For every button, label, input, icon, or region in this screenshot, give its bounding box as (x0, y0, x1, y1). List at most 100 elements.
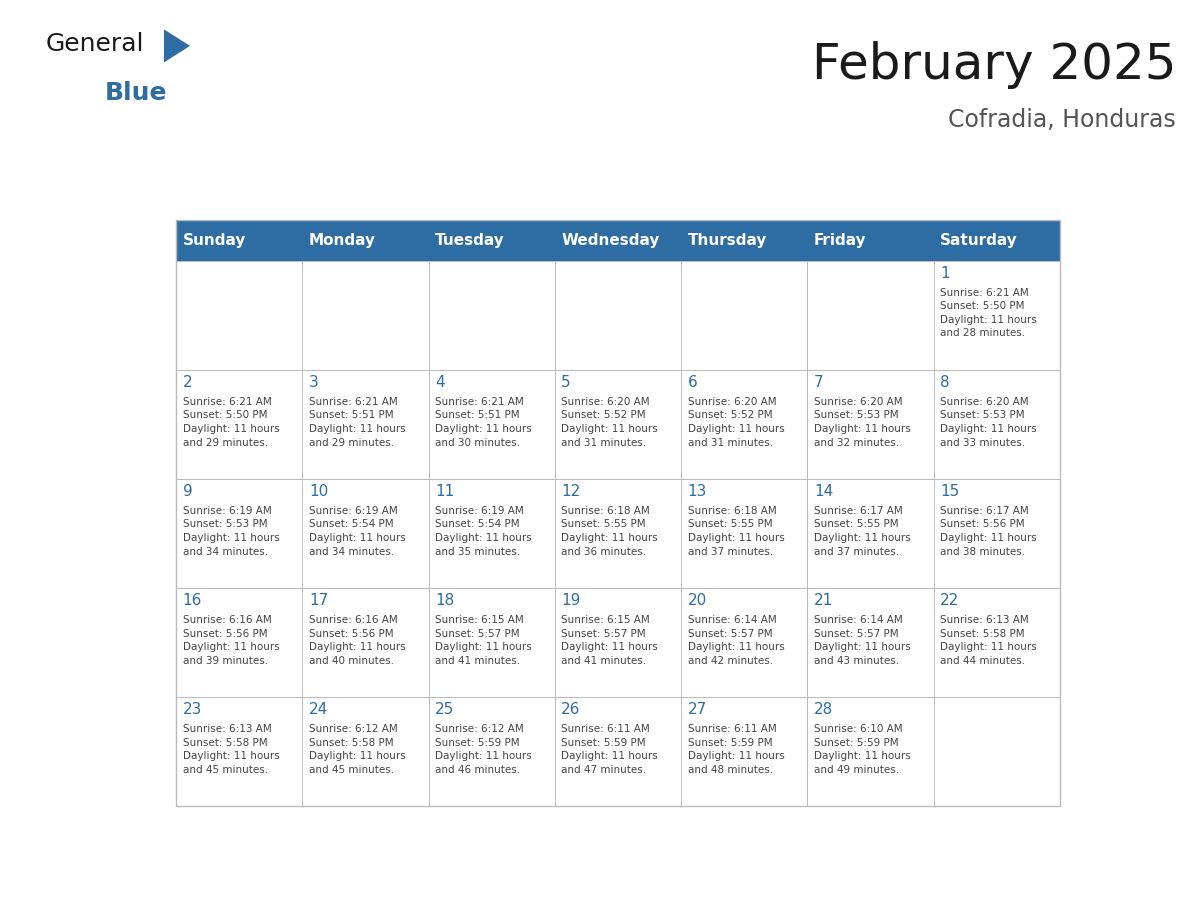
Text: Sunrise: 6:14 AM
Sunset: 5:57 PM
Daylight: 11 hours
and 42 minutes.: Sunrise: 6:14 AM Sunset: 5:57 PM Dayligh… (688, 615, 784, 666)
Text: 15: 15 (940, 484, 960, 499)
Bar (176, 370, 303, 479)
Text: Sunrise: 6:13 AM
Sunset: 5:58 PM
Daylight: 11 hours
and 44 minutes.: Sunrise: 6:13 AM Sunset: 5:58 PM Dayligh… (940, 615, 1037, 666)
Bar (429, 698, 555, 806)
Text: Friday: Friday (814, 233, 866, 248)
Text: 4: 4 (435, 375, 444, 390)
Text: 12: 12 (562, 484, 581, 499)
Text: Sunrise: 6:16 AM
Sunset: 5:56 PM
Daylight: 11 hours
and 40 minutes.: Sunrise: 6:16 AM Sunset: 5:56 PM Dayligh… (309, 615, 405, 666)
Text: Sunrise: 6:19 AM
Sunset: 5:53 PM
Daylight: 11 hours
and 34 minutes.: Sunrise: 6:19 AM Sunset: 5:53 PM Dayligh… (183, 506, 279, 556)
Bar (681, 698, 808, 806)
Text: Wednesday: Wednesday (562, 233, 659, 248)
Bar (808, 370, 934, 479)
Bar (176, 261, 303, 370)
Text: 17: 17 (309, 593, 328, 608)
Bar (303, 698, 429, 806)
Bar (429, 588, 555, 698)
Text: 16: 16 (183, 593, 202, 608)
Text: Sunrise: 6:21 AM
Sunset: 5:50 PM
Daylight: 11 hours
and 28 minutes.: Sunrise: 6:21 AM Sunset: 5:50 PM Dayligh… (940, 287, 1037, 339)
Bar (681, 370, 808, 479)
Text: Sunrise: 6:12 AM
Sunset: 5:58 PM
Daylight: 11 hours
and 45 minutes.: Sunrise: 6:12 AM Sunset: 5:58 PM Dayligh… (309, 724, 405, 775)
Bar (555, 261, 681, 370)
Text: 24: 24 (309, 702, 328, 717)
Text: Sunrise: 6:16 AM
Sunset: 5:56 PM
Daylight: 11 hours
and 39 minutes.: Sunrise: 6:16 AM Sunset: 5:56 PM Dayligh… (183, 615, 279, 666)
Bar (934, 479, 1060, 588)
Text: Sunrise: 6:21 AM
Sunset: 5:51 PM
Daylight: 11 hours
and 29 minutes.: Sunrise: 6:21 AM Sunset: 5:51 PM Dayligh… (309, 397, 405, 447)
Text: Thursday: Thursday (688, 233, 767, 248)
Bar (176, 219, 1060, 261)
Bar (934, 588, 1060, 698)
Text: Sunrise: 6:15 AM
Sunset: 5:57 PM
Daylight: 11 hours
and 41 minutes.: Sunrise: 6:15 AM Sunset: 5:57 PM Dayligh… (562, 615, 658, 666)
Bar (303, 588, 429, 698)
Text: Sunrise: 6:18 AM
Sunset: 5:55 PM
Daylight: 11 hours
and 36 minutes.: Sunrise: 6:18 AM Sunset: 5:55 PM Dayligh… (562, 506, 658, 556)
Text: 26: 26 (562, 702, 581, 717)
Text: 25: 25 (435, 702, 454, 717)
Bar (555, 370, 681, 479)
Text: 27: 27 (688, 702, 707, 717)
Text: 28: 28 (814, 702, 833, 717)
Text: 5: 5 (562, 375, 571, 390)
Text: Tuesday: Tuesday (435, 233, 505, 248)
Text: Sunrise: 6:17 AM
Sunset: 5:56 PM
Daylight: 11 hours
and 38 minutes.: Sunrise: 6:17 AM Sunset: 5:56 PM Dayligh… (940, 506, 1037, 556)
Text: Sunrise: 6:14 AM
Sunset: 5:57 PM
Daylight: 11 hours
and 43 minutes.: Sunrise: 6:14 AM Sunset: 5:57 PM Dayligh… (814, 615, 911, 666)
Text: Sunrise: 6:19 AM
Sunset: 5:54 PM
Daylight: 11 hours
and 34 minutes.: Sunrise: 6:19 AM Sunset: 5:54 PM Dayligh… (309, 506, 405, 556)
Text: Saturday: Saturday (940, 233, 1018, 248)
Bar (681, 479, 808, 588)
Bar (808, 588, 934, 698)
Bar (934, 370, 1060, 479)
Bar (176, 479, 303, 588)
Bar (555, 479, 681, 588)
Text: Sunrise: 6:11 AM
Sunset: 5:59 PM
Daylight: 11 hours
and 48 minutes.: Sunrise: 6:11 AM Sunset: 5:59 PM Dayligh… (688, 724, 784, 775)
Bar (429, 479, 555, 588)
Text: Monday: Monday (309, 233, 375, 248)
Text: 23: 23 (183, 702, 202, 717)
Text: 13: 13 (688, 484, 707, 499)
Text: Sunrise: 6:13 AM
Sunset: 5:58 PM
Daylight: 11 hours
and 45 minutes.: Sunrise: 6:13 AM Sunset: 5:58 PM Dayligh… (183, 724, 279, 775)
Bar (808, 698, 934, 806)
Bar (303, 370, 429, 479)
Text: Sunrise: 6:17 AM
Sunset: 5:55 PM
Daylight: 11 hours
and 37 minutes.: Sunrise: 6:17 AM Sunset: 5:55 PM Dayligh… (814, 506, 911, 556)
Bar (681, 261, 808, 370)
Text: 3: 3 (309, 375, 318, 390)
Text: 2: 2 (183, 375, 192, 390)
Text: 11: 11 (435, 484, 454, 499)
Bar (429, 370, 555, 479)
Text: General: General (45, 32, 144, 56)
Bar (934, 698, 1060, 806)
Bar (176, 698, 303, 806)
Text: Sunrise: 6:21 AM
Sunset: 5:51 PM
Daylight: 11 hours
and 30 minutes.: Sunrise: 6:21 AM Sunset: 5:51 PM Dayligh… (435, 397, 532, 447)
Text: 8: 8 (940, 375, 949, 390)
Text: 20: 20 (688, 593, 707, 608)
Text: 22: 22 (940, 593, 960, 608)
Text: 10: 10 (309, 484, 328, 499)
Text: Sunrise: 6:19 AM
Sunset: 5:54 PM
Daylight: 11 hours
and 35 minutes.: Sunrise: 6:19 AM Sunset: 5:54 PM Dayligh… (435, 506, 532, 556)
Bar (934, 261, 1060, 370)
Bar (555, 588, 681, 698)
Text: 14: 14 (814, 484, 833, 499)
Text: Sunrise: 6:20 AM
Sunset: 5:53 PM
Daylight: 11 hours
and 32 minutes.: Sunrise: 6:20 AM Sunset: 5:53 PM Dayligh… (814, 397, 911, 447)
Text: Sunrise: 6:15 AM
Sunset: 5:57 PM
Daylight: 11 hours
and 41 minutes.: Sunrise: 6:15 AM Sunset: 5:57 PM Dayligh… (435, 615, 532, 666)
Bar (681, 588, 808, 698)
Bar (303, 261, 429, 370)
Text: 7: 7 (814, 375, 823, 390)
Text: February 2025: February 2025 (811, 41, 1176, 89)
Text: Sunrise: 6:20 AM
Sunset: 5:52 PM
Daylight: 11 hours
and 31 minutes.: Sunrise: 6:20 AM Sunset: 5:52 PM Dayligh… (562, 397, 658, 447)
Bar (176, 588, 303, 698)
Text: 9: 9 (183, 484, 192, 499)
Text: 21: 21 (814, 593, 833, 608)
Text: 19: 19 (562, 593, 581, 608)
Text: 6: 6 (688, 375, 697, 390)
Text: 1: 1 (940, 265, 949, 281)
Bar (303, 479, 429, 588)
Text: Blue: Blue (105, 81, 168, 105)
Text: Sunrise: 6:20 AM
Sunset: 5:53 PM
Daylight: 11 hours
and 33 minutes.: Sunrise: 6:20 AM Sunset: 5:53 PM Dayligh… (940, 397, 1037, 447)
Text: Sunrise: 6:18 AM
Sunset: 5:55 PM
Daylight: 11 hours
and 37 minutes.: Sunrise: 6:18 AM Sunset: 5:55 PM Dayligh… (688, 506, 784, 556)
Text: Sunrise: 6:20 AM
Sunset: 5:52 PM
Daylight: 11 hours
and 31 minutes.: Sunrise: 6:20 AM Sunset: 5:52 PM Dayligh… (688, 397, 784, 447)
Text: Sunrise: 6:10 AM
Sunset: 5:59 PM
Daylight: 11 hours
and 49 minutes.: Sunrise: 6:10 AM Sunset: 5:59 PM Dayligh… (814, 724, 911, 775)
Text: Sunday: Sunday (183, 233, 246, 248)
Bar (808, 261, 934, 370)
Text: 18: 18 (435, 593, 454, 608)
Text: Cofradia, Honduras: Cofradia, Honduras (948, 108, 1176, 132)
Bar (808, 479, 934, 588)
Text: Sunrise: 6:21 AM
Sunset: 5:50 PM
Daylight: 11 hours
and 29 minutes.: Sunrise: 6:21 AM Sunset: 5:50 PM Dayligh… (183, 397, 279, 447)
Text: Sunrise: 6:11 AM
Sunset: 5:59 PM
Daylight: 11 hours
and 47 minutes.: Sunrise: 6:11 AM Sunset: 5:59 PM Dayligh… (562, 724, 658, 775)
